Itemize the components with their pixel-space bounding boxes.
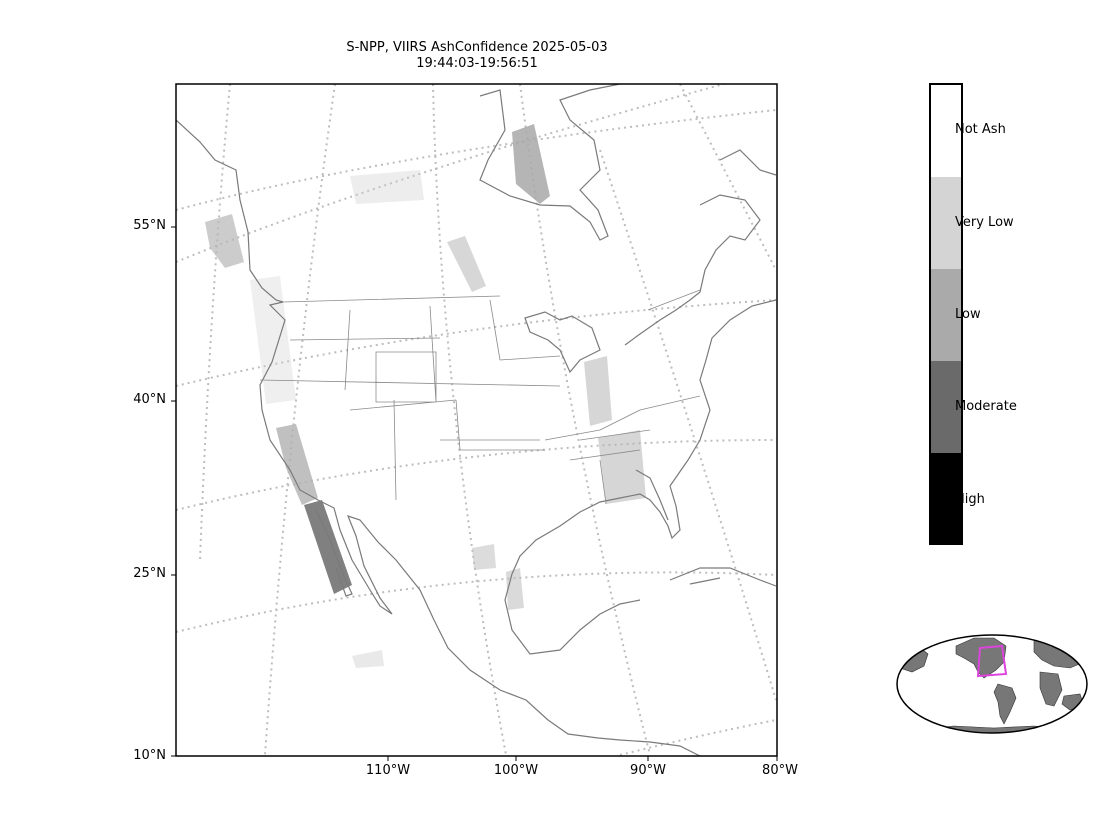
colorbar-label: High [955, 492, 985, 507]
meridian-line [264, 84, 336, 756]
landmass-south-america [993, 683, 1017, 725]
parallel-line [176, 439, 777, 511]
colorbar: Not Ash Very Low Low Moderate High [929, 83, 1017, 545]
coastline-great-lakes [524, 311, 601, 374]
colorbar-segment [931, 269, 961, 361]
ash-swath-low [584, 356, 612, 426]
coastline-baja [315, 509, 353, 597]
ash-swath-low [506, 568, 524, 610]
meridian-line [599, 149, 777, 701]
parallel-line [176, 571, 777, 633]
map-frame [175, 83, 778, 757]
lat-label: 40°N [133, 392, 166, 407]
meridian-line [432, 84, 507, 756]
landmass-north-america [955, 637, 1007, 679]
ash-swath-low [512, 124, 550, 204]
coastline-florida [635, 469, 669, 521]
colorbar-segment [931, 177, 961, 269]
ash-swath-low [276, 424, 318, 505]
ash-swath-low [472, 544, 496, 570]
lon-label: 80°W [762, 763, 798, 778]
map-ticks [171, 226, 778, 761]
title-line-2: 19:44:03-19:56:51 [416, 56, 538, 71]
coastline-cuba [669, 567, 777, 587]
map-title: S-NPP, VIIRS AshConfidence 2025-05-03 19… [176, 40, 778, 72]
coastline-north-america [176, 119, 701, 756]
lon-label: 110°W [365, 763, 411, 778]
lon-label: 100°W [493, 763, 539, 778]
colorbar-segment [931, 453, 961, 543]
coastlines [176, 84, 777, 756]
globe-inset [896, 634, 1088, 734]
ash-swath-low [352, 650, 384, 668]
meridian-line [199, 84, 231, 561]
lat-label: 55°N [133, 218, 166, 233]
landmass-africa [1039, 671, 1063, 707]
colorbar-segment [931, 361, 961, 453]
meridian-line [679, 84, 777, 271]
ash-swath-low [598, 430, 646, 504]
graticule [176, 84, 777, 756]
ash-swath-moderate [304, 500, 352, 594]
ash-swath-low [447, 236, 486, 292]
state-boundaries [259, 289, 701, 505]
colorbar-label: Low [955, 307, 981, 322]
colorbar-label: Moderate [955, 399, 1017, 414]
ash-swath-low [205, 214, 244, 268]
coastline-gulf [504, 299, 777, 655]
parallel-line [176, 84, 728, 263]
ash-swaths [205, 124, 646, 668]
colorbar-segment [931, 85, 961, 177]
colorbar-label: Very Low [955, 215, 1014, 230]
lat-label: 25°N [133, 566, 166, 581]
lat-label: 10°N [133, 748, 166, 763]
coastline-northeast [624, 149, 777, 346]
globe-outline [896, 634, 1088, 734]
lon-label: 90°W [630, 763, 666, 778]
ash-swath-low [350, 170, 424, 204]
parallel-line [619, 719, 777, 756]
colorbar-label: Not Ash [955, 122, 1006, 137]
parallel-line [176, 299, 777, 387]
parallel-line [176, 109, 777, 211]
coastline-hudson [479, 84, 621, 241]
ash-swath-low [250, 276, 296, 404]
map-extent-box [976, 644, 1008, 678]
title-line-1: S-NPP, VIIRS AshConfidence 2025-05-03 [346, 40, 608, 55]
